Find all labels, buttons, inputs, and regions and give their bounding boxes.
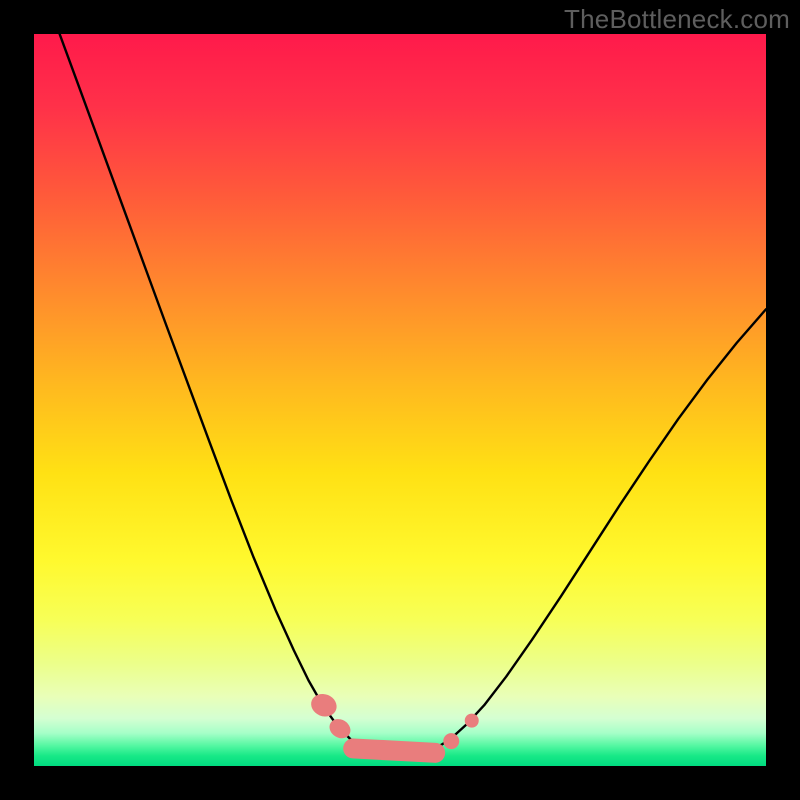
marker-dot <box>465 714 479 728</box>
chart-stage: TheBottleneck.com <box>0 0 800 800</box>
marker-dot <box>443 733 459 749</box>
marker-pill <box>353 748 435 752</box>
watermark-text: TheBottleneck.com <box>564 4 790 35</box>
plot-area <box>34 34 766 766</box>
gradient-background <box>34 34 766 766</box>
bottleneck-chart-svg <box>0 0 800 800</box>
